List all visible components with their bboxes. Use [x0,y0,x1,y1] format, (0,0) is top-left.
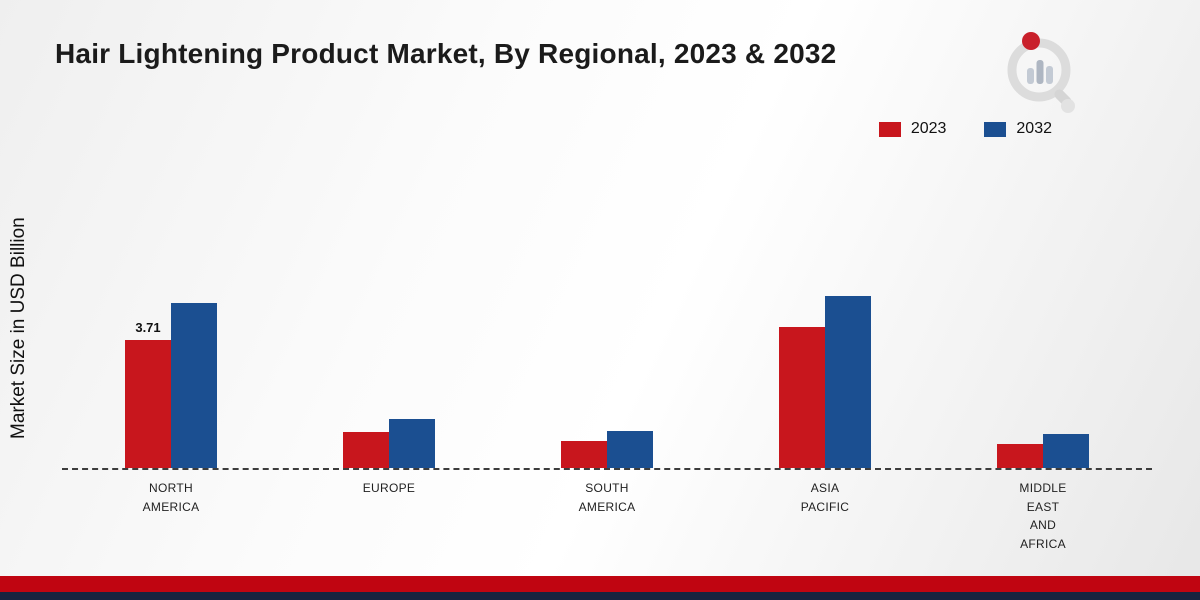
legend-swatch-2023 [878,121,901,137]
bar-2023 [343,432,389,468]
legend-item-2023: 2023 [878,120,947,138]
brand-logo [1007,32,1075,113]
logo-red-dot [1022,32,1040,50]
legend-item-2032: 2032 [984,120,1052,138]
bar-2023 [561,441,607,468]
x-axis-label: MIDDLE EAST AND AFRICA [1019,481,1067,551]
plot-area: 3.71 [62,258,1152,470]
x-axis-label: EUROPE [362,481,416,495]
bar-2032 [607,431,653,468]
bar-group [343,419,435,468]
bar-2032 [171,303,217,468]
bar-value-label: 3.71 [135,320,161,335]
bar-chart: 3.71 NORTH AMERICA EUROPE SOUTH AMERICA ASI… [62,258,1152,553]
logo-bar-2 [1036,60,1044,84]
logo-small-dot [1061,99,1075,113]
x-axis-label: ASIA PACIFIC [800,481,850,514]
bar-group: 3.71 [125,303,217,468]
footer-navy-strip [0,592,1200,600]
bar-2032 [1043,434,1089,468]
bar-2023 [997,444,1043,468]
footer-red-strip [0,576,1200,592]
bar-2023 [779,327,825,468]
bar-group [561,431,653,468]
legend: 2023 2032 [878,120,1052,138]
bar-2023: 3.71 [125,320,171,468]
logo-bar-1 [1027,68,1034,84]
chart-title: Hair Lightening Product Market, By Regio… [55,38,837,69]
bar-group [997,434,1089,468]
bar-2032 [389,419,435,468]
x-axis-labels: NORTH AMERICA EUROPE SOUTH AMERICA ASIA PAC… [62,479,1152,553]
x-axis-label: NORTH AMERICA [142,481,200,514]
y-axis-label: Market Size in USD Billion [8,217,29,439]
legend-label: 2023 [910,120,947,137]
bar-group [779,296,871,468]
x-axis-label: SOUTH AMERICA [578,481,636,514]
bar-2032 [825,296,871,468]
legend-label: 2032 [1016,120,1052,137]
legend-swatch-2032 [984,121,1007,137]
logo-bar-3 [1046,66,1053,84]
